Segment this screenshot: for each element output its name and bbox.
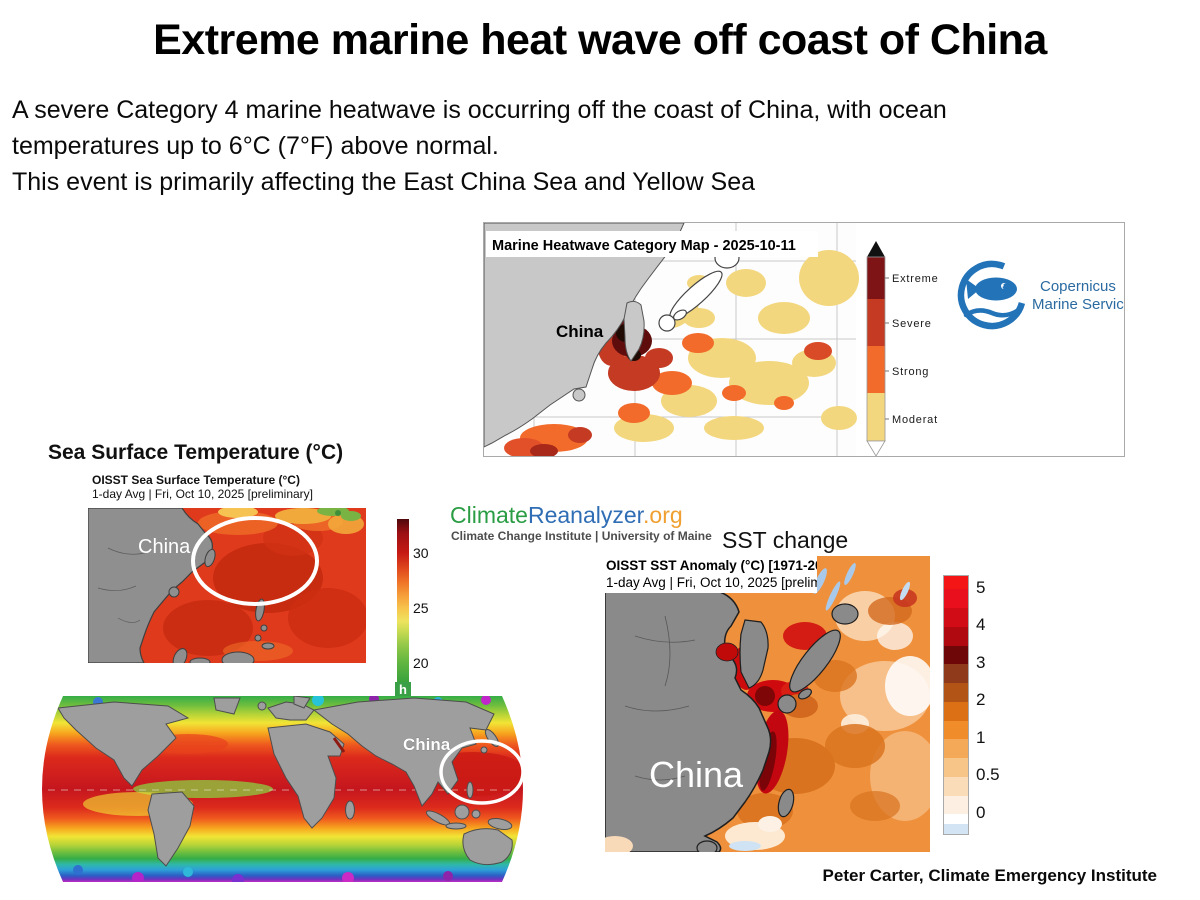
red-sea-streak xyxy=(332,737,346,753)
category-moderate-blobs xyxy=(614,250,859,442)
sst-ocean-texture xyxy=(163,508,366,661)
sst-section-heading: Sea Surface Temperature (°C) xyxy=(48,441,344,464)
sst-colorbar-tick-25: 25 xyxy=(413,600,429,616)
anomaly-subtitle-line1: OISST SST Anomaly (°C) [1971-2000 xyxy=(606,558,817,573)
sst-land-borders xyxy=(97,547,149,623)
sst-colorbar xyxy=(397,519,409,698)
climatereanalyzer-logo: ClimateReanalyzer.org xyxy=(450,502,683,529)
cri-logo-part1: Climate xyxy=(450,502,528,528)
world-highlight-ellipse xyxy=(439,739,525,805)
anomaly-tick-5: 5 xyxy=(976,578,986,597)
anomaly-land-borders xyxy=(624,615,696,781)
cri-logo-part2: Reanalyzer xyxy=(527,502,644,528)
anomaly-tick-05: 0.5 xyxy=(976,765,1000,784)
sst-colorbar-clipped-text: h xyxy=(395,682,411,698)
legend-label-severe: Severe xyxy=(892,318,932,330)
sst-colorbar-tick-20: 20 xyxy=(413,655,429,671)
body-text: A severe Category 4 marine heatwave is o… xyxy=(12,92,947,200)
cri-logo-part3: .org xyxy=(643,502,683,528)
sst-subtitle-line2: 1-day Avg | Fri, Oct 10, 2025 [prelimina… xyxy=(92,487,313,501)
sst-colorbar-tick-30: 30 xyxy=(413,545,429,561)
anomaly-subtitle-line2: 1-day Avg | Fri, Oct 10, 2025 [prelimina… xyxy=(606,575,817,590)
anomaly-ocean-texture xyxy=(737,563,930,829)
wave-icon xyxy=(963,306,1023,318)
anomaly-map-image: China xyxy=(605,556,930,852)
anomaly-korea-peninsula xyxy=(739,619,769,689)
world-continents xyxy=(57,696,513,867)
sst-map-image: China xyxy=(88,508,366,663)
body-line-3: This event is primarily affecting the Ea… xyxy=(12,168,756,196)
anomaly-tick-4: 4 xyxy=(976,615,986,634)
world-sst-map-image: China xyxy=(42,696,525,882)
anomaly-map-china-label: China xyxy=(649,754,744,795)
body-line-2: temperatures up to 6°C (7°F) above norma… xyxy=(12,132,499,160)
category-map-china-land xyxy=(483,222,685,448)
category-map-image: Marine Heatwave Category Map - 2025-10-1… xyxy=(483,222,1132,458)
bohai-sea-anomaly xyxy=(715,642,739,662)
anomaly-japan-islands xyxy=(696,603,859,852)
copernicus-logo: Copernicus Marine Service xyxy=(957,260,1132,330)
climatereanalyzer-subtitle: Climate Change Institute | University of… xyxy=(451,529,712,543)
world-map-china-label: China xyxy=(403,735,451,754)
category-map-title: Marine Heatwave Category Map - 2025-10-1… xyxy=(492,238,796,254)
sst-change-heading: SST change xyxy=(722,527,849,553)
page-title: Extreme marine heat wave off coast of Ch… xyxy=(153,16,1047,64)
legend-label-strong: Strong xyxy=(892,366,929,378)
anomaly-tick-1: 1 xyxy=(976,728,986,747)
anomaly-tick-0: 0 xyxy=(976,803,986,822)
sst-subtitle-line1: OISST Sea Surface Temperature (°C) xyxy=(92,473,300,487)
fish-icon xyxy=(966,277,1017,301)
japan-islands xyxy=(658,247,740,332)
copernicus-text-line1: Copernicus xyxy=(1040,278,1116,295)
sst-map-china-land xyxy=(88,508,213,663)
category-map-title-band xyxy=(486,231,818,257)
sst-highlight-ellipse xyxy=(191,516,319,606)
sst-map-subtitle: OISST Sea Surface Temperature (°C) 1-day… xyxy=(92,473,313,501)
anomaly-tick-2: 2 xyxy=(976,690,986,709)
category-map-panel: Marine Heatwave Category Map - 2025-10-1… xyxy=(483,222,1132,458)
hainan-island xyxy=(572,388,586,402)
anomaly-colorbar xyxy=(943,575,969,835)
category-legend: Extreme Severe Strong Moderat xyxy=(866,241,939,457)
anomaly-tick-3: 3 xyxy=(976,653,986,672)
category-map-china-label: China xyxy=(556,322,604,341)
legend-label-extreme: Extreme xyxy=(892,273,939,285)
credit-text: Peter Carter, Climate Emergency Institut… xyxy=(822,866,1157,885)
korea-peninsula xyxy=(623,300,645,362)
anomaly-cool-patches xyxy=(605,816,785,852)
sst-map-china-label: China xyxy=(138,536,191,558)
copernicus-text-line2: Marine Service xyxy=(1032,296,1124,313)
body-line-1: A severe Category 4 marine heatwave is o… xyxy=(12,96,947,124)
anomaly-map-header: OISST SST Anomaly (°C) [1971-2000 1-day … xyxy=(605,556,817,593)
legend-label-moderate: Moderat xyxy=(892,414,938,426)
